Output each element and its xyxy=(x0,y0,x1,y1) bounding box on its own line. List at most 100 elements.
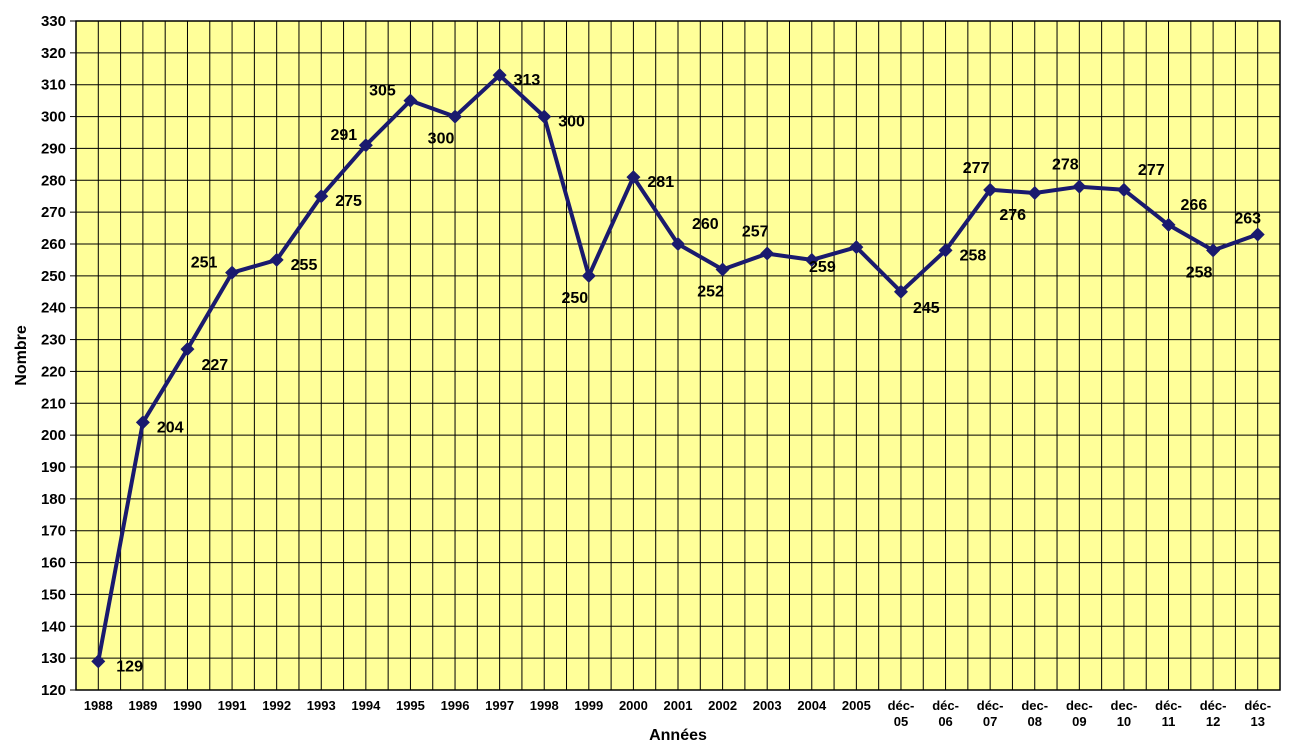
x-tick-label: déc-13 xyxy=(1244,698,1271,729)
data-point-marker xyxy=(403,93,418,108)
y-tick-label: 300 xyxy=(41,109,66,126)
data-label: 245 xyxy=(913,300,940,317)
data-point-marker xyxy=(269,252,284,267)
y-tick-label: 240 xyxy=(41,300,66,317)
data-point-marker xyxy=(983,182,998,197)
data-label: 251 xyxy=(191,255,218,272)
x-tick-label: 1989 xyxy=(128,698,157,713)
data-label: 250 xyxy=(561,290,588,307)
data-label: 300 xyxy=(558,114,585,131)
x-tick-label: 1999 xyxy=(574,698,603,713)
data-label: 252 xyxy=(697,283,724,300)
y-tick-label: 140 xyxy=(41,618,66,635)
x-tick-label: 2002 xyxy=(708,698,737,713)
data-point-marker xyxy=(135,415,150,430)
data-point-marker xyxy=(626,170,641,185)
x-tick-label: 1997 xyxy=(485,698,514,713)
data-point-marker xyxy=(715,262,730,277)
data-point-marker xyxy=(1206,243,1221,258)
y-tick-label: 250 xyxy=(41,268,66,285)
data-point-marker xyxy=(581,268,596,283)
data-label: 281 xyxy=(647,174,674,191)
data-label: 259 xyxy=(809,259,836,276)
x-tick-label: 1988 xyxy=(84,698,113,713)
data-label: 275 xyxy=(335,193,362,210)
y-tick-label: 210 xyxy=(41,395,66,412)
data-point-marker xyxy=(938,243,953,258)
y-tick-label: 230 xyxy=(41,332,66,349)
data-point-marker xyxy=(358,138,373,153)
data-label: 258 xyxy=(960,247,987,264)
data-label: 313 xyxy=(514,72,541,89)
data-label: 300 xyxy=(428,131,455,148)
y-tick-label: 260 xyxy=(41,236,66,253)
y-tick-label: 190 xyxy=(41,459,66,476)
y-tick-label: 270 xyxy=(41,204,66,221)
data-point-marker xyxy=(225,265,240,280)
x-tick-label: 1993 xyxy=(307,698,336,713)
data-point-marker xyxy=(1116,182,1131,197)
y-tick-label: 320 xyxy=(41,45,66,62)
data-point-marker xyxy=(448,109,463,124)
x-tick-label: déc-07 xyxy=(977,698,1004,729)
data-point-marker xyxy=(1250,227,1265,242)
data-label: 258 xyxy=(1186,264,1213,281)
x-tick-label: dec-08 xyxy=(1021,698,1048,729)
x-tick-label: 2001 xyxy=(664,698,693,713)
x-tick-label: dec-10 xyxy=(1111,698,1138,729)
data-point-marker xyxy=(537,109,552,124)
data-point-marker xyxy=(1027,186,1042,201)
x-axis-ticks: 1988 1989 1990 1991 1992 1993 1994 1995 1996 1997… xyxy=(84,698,1271,729)
data-point-marker xyxy=(1072,179,1087,194)
data-point-marker xyxy=(492,68,507,83)
x-tick-label: 1991 xyxy=(218,698,247,713)
data-label: 291 xyxy=(331,127,358,144)
data-label: 276 xyxy=(999,207,1026,224)
data-point-marker xyxy=(314,189,329,204)
y-tick-label: 330 xyxy=(41,13,66,30)
data-point-marker xyxy=(91,654,106,669)
y-tick-label: 130 xyxy=(41,650,66,667)
data-markers xyxy=(91,68,1265,669)
x-tick-label: déc-06 xyxy=(932,698,959,729)
data-label: 263 xyxy=(1234,210,1261,227)
data-label: 257 xyxy=(742,224,769,241)
y-tick-label: 180 xyxy=(41,491,66,508)
y-tick-label: 310 xyxy=(41,77,66,94)
data-point-marker xyxy=(671,237,685,251)
x-tick-label: 2005 xyxy=(842,698,871,713)
x-tick-label: 1992 xyxy=(262,698,291,713)
x-tick-label: déc-11 xyxy=(1155,698,1182,729)
x-tick-label: 2003 xyxy=(753,698,782,713)
y-tick-label: 150 xyxy=(41,586,66,603)
gridlines xyxy=(75,20,1281,691)
x-tick-label: déc-05 xyxy=(888,698,915,729)
data-label: 260 xyxy=(692,216,719,233)
x-axis-title: Années xyxy=(649,727,707,744)
data-point-marker xyxy=(180,342,195,357)
y-axis-title: Nombre xyxy=(13,325,30,386)
data-label: 129 xyxy=(116,658,143,675)
data-point-marker xyxy=(1161,217,1176,232)
y-tick-label: 200 xyxy=(41,427,66,444)
x-tick-label: 1994 xyxy=(351,698,381,713)
data-labels: 129 204 227 251 255 275 291 305 300 313 300 250 281 2… xyxy=(116,72,1261,675)
data-point-marker xyxy=(760,246,775,261)
y-tick-label: 170 xyxy=(41,523,66,540)
x-tick-label: 2000 xyxy=(619,698,648,713)
x-tick-label: 1998 xyxy=(530,698,559,713)
data-label: 277 xyxy=(1138,162,1165,179)
data-point-marker xyxy=(849,240,864,255)
x-tick-label: 1995 xyxy=(396,698,425,713)
data-point-marker xyxy=(804,252,819,267)
y-tick-label: 220 xyxy=(41,363,66,380)
data-label: 204 xyxy=(157,419,184,436)
data-point-marker xyxy=(893,284,908,299)
x-tick-label: déc-12 xyxy=(1200,698,1227,729)
y-tick-label: 290 xyxy=(41,140,66,157)
data-label: 227 xyxy=(201,357,228,374)
x-tick-label: dec-09 xyxy=(1066,698,1093,729)
data-label: 305 xyxy=(369,83,396,100)
